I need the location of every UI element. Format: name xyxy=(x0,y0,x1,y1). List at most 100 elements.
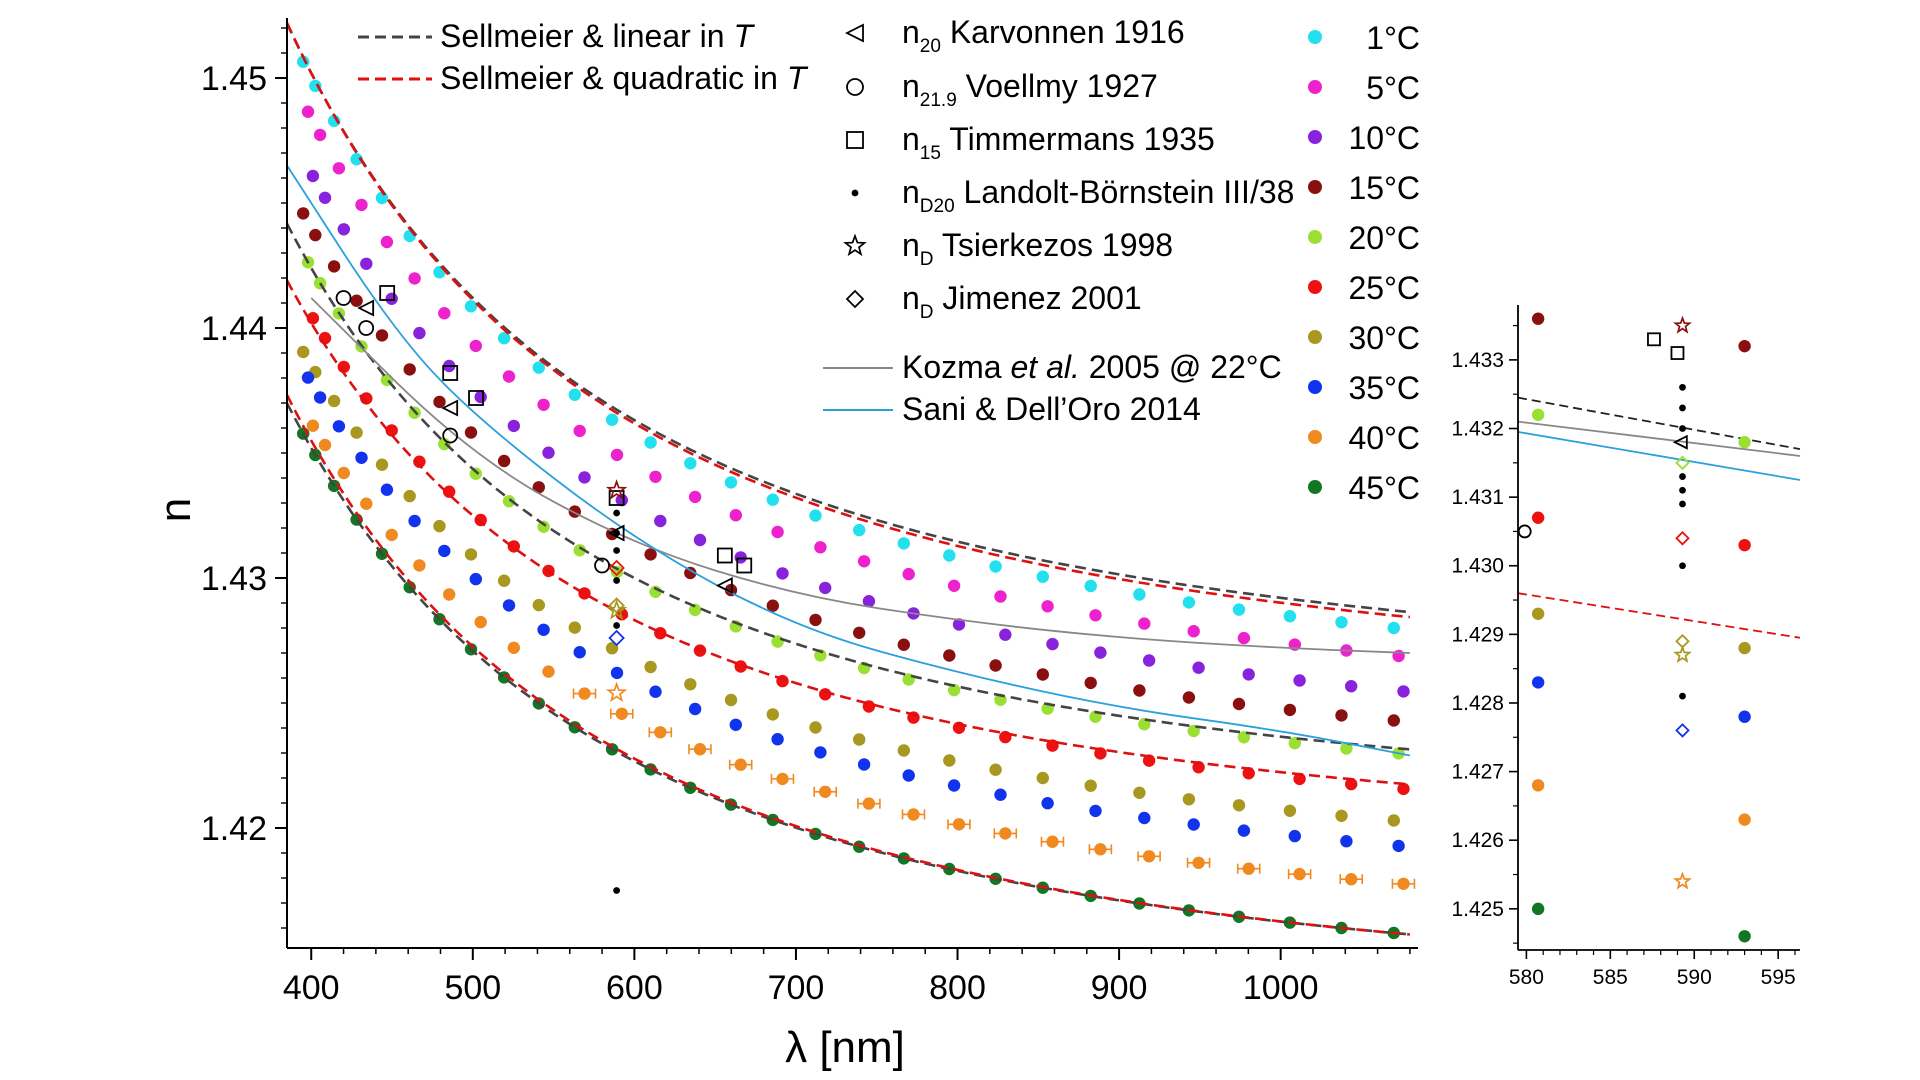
diamond-marker xyxy=(608,629,625,647)
circle-marker xyxy=(594,557,610,574)
star-marker xyxy=(843,233,867,257)
data-point xyxy=(1036,668,1050,681)
legend-temp-label: 25°C xyxy=(1349,270,1421,306)
data-point xyxy=(474,615,487,629)
data-point xyxy=(355,451,368,464)
inset-x-tick-label: 585 xyxy=(1593,966,1628,989)
data-point xyxy=(469,467,482,480)
data-point xyxy=(776,772,789,786)
data-point xyxy=(907,808,920,821)
series-20c xyxy=(301,256,1405,760)
legend-curve-italic: et al. xyxy=(1010,349,1079,385)
diamond-marker xyxy=(608,597,625,614)
legend-temp-swatch xyxy=(1308,180,1322,194)
data-point xyxy=(350,294,363,307)
diamond-marker xyxy=(608,559,625,577)
fit-line-quadratic xyxy=(285,394,1411,936)
data-point xyxy=(385,528,398,542)
data-point xyxy=(989,659,1002,672)
filled-dot-marker xyxy=(1738,710,1751,723)
data-point xyxy=(766,708,779,721)
data-point xyxy=(332,420,346,433)
data-point xyxy=(1387,621,1401,635)
data-point xyxy=(469,339,482,353)
y-tick-label: 1.43 xyxy=(201,560,267,598)
inset-chart: 580 585 590 595 1.425 1.426 1.427 1.428 1.429 1.4… xyxy=(1451,305,1801,989)
y-tick-label: 1.42 xyxy=(201,810,267,848)
data-point xyxy=(537,520,550,533)
star-marker xyxy=(1673,871,1692,890)
legend-ref-symbol: n xyxy=(902,68,920,104)
inset-y-tick-label: 1.433 xyxy=(1451,349,1504,372)
data-point xyxy=(952,818,966,831)
data-point xyxy=(819,785,832,798)
data-point xyxy=(654,514,667,528)
data-point xyxy=(309,228,322,242)
fit-line-quadratic xyxy=(285,279,1411,786)
data-point xyxy=(1237,631,1251,645)
data-point xyxy=(1237,731,1251,744)
legend-temperatures: 1°C 5°C 10°C 15°C 20°C 25°C 30°C 35°C 40°C 45°C xyxy=(1308,20,1420,506)
data-point xyxy=(853,733,866,746)
data-point xyxy=(734,660,747,673)
data-point xyxy=(433,395,446,409)
data-point xyxy=(433,519,446,533)
legend-temp-label: 20°C xyxy=(1349,220,1421,256)
data-point xyxy=(615,493,628,507)
data-point xyxy=(897,537,910,550)
legend-temp-swatch xyxy=(1308,280,1322,294)
diamond-marker xyxy=(1675,531,1690,546)
data-point xyxy=(507,419,520,433)
triangle-marker xyxy=(357,299,375,317)
data-point xyxy=(644,548,657,561)
data-point xyxy=(375,191,389,205)
data-point xyxy=(1397,685,1410,698)
dot-marker xyxy=(613,529,621,537)
square-marker xyxy=(736,557,753,574)
data-point xyxy=(688,603,702,617)
data-point xyxy=(819,688,832,701)
series-40c xyxy=(306,419,1416,890)
legend-ref-symbol: n xyxy=(902,121,920,157)
data-point xyxy=(464,300,478,313)
legend-model-curves: Kozma et al. 2005 @ 22°C Sani & Dell’Oro … xyxy=(823,349,1282,427)
data-point xyxy=(644,436,657,449)
series-35c xyxy=(301,371,1405,853)
data-point xyxy=(943,649,956,662)
data-point xyxy=(771,525,784,539)
filled-dot-marker xyxy=(1738,641,1751,655)
data-point xyxy=(573,424,586,438)
data-point xyxy=(385,292,398,305)
data-point xyxy=(1283,610,1297,623)
inset-y-tick-label: 1.426 xyxy=(1451,829,1504,852)
data-point xyxy=(1041,600,1054,613)
legend-ref-symbol: n xyxy=(902,14,920,50)
data-point xyxy=(688,702,702,716)
legend-ref-name: Voellmy 1927 xyxy=(966,68,1158,104)
legend-curve-text: Kozma xyxy=(902,349,1010,385)
data-point xyxy=(766,493,779,506)
data-point xyxy=(857,555,871,568)
data-point xyxy=(724,476,738,489)
data-point xyxy=(1397,877,1410,890)
data-point xyxy=(413,455,426,468)
data-point xyxy=(644,660,657,674)
data-point xyxy=(1293,674,1306,687)
x-tick-label: 500 xyxy=(444,969,501,1007)
data-point xyxy=(684,566,697,580)
data-point xyxy=(819,581,832,595)
dot-marker xyxy=(1679,500,1686,508)
data-point xyxy=(578,587,591,600)
legend-ref-space xyxy=(934,227,942,263)
data-point xyxy=(1133,684,1146,697)
fit-line-linear xyxy=(285,223,1411,751)
inset-x-tick-label: 580 xyxy=(1509,966,1544,989)
data-point xyxy=(1084,579,1097,593)
legend-temp-label: 45°C xyxy=(1349,470,1421,506)
main-chart: 400 500 600 700 800 900 1000 1.42 1.43 1.44 1.45 λ… xyxy=(151,18,1418,1072)
kozma-curve xyxy=(310,297,1410,654)
data-point xyxy=(1046,835,1059,848)
data-point xyxy=(568,388,581,401)
data-point xyxy=(943,549,956,562)
